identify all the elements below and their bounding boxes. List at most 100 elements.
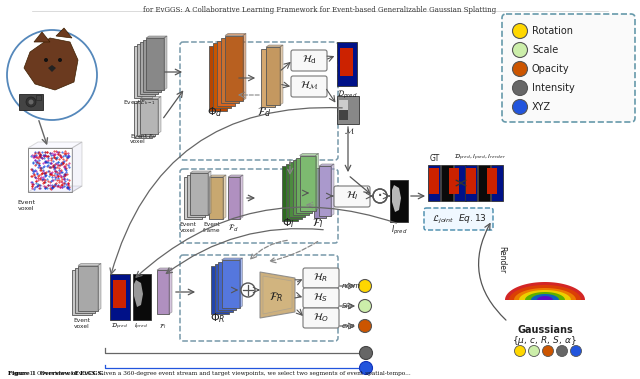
FancyBboxPatch shape <box>291 76 327 97</box>
Polygon shape <box>282 166 298 221</box>
Polygon shape <box>209 177 223 219</box>
Polygon shape <box>221 258 243 260</box>
Polygon shape <box>137 44 155 96</box>
Polygon shape <box>146 38 164 90</box>
Text: voxel: voxel <box>130 139 146 144</box>
Polygon shape <box>260 272 295 318</box>
Text: $\mathcal{H}_R$: $\mathcal{H}_R$ <box>314 272 328 284</box>
Polygon shape <box>300 155 316 210</box>
Text: Scale: Scale <box>532 45 558 55</box>
Circle shape <box>513 23 527 39</box>
Polygon shape <box>140 99 158 133</box>
Text: $\mathcal{H}_\mathcal{M}$: $\mathcal{H}_\mathcal{M}$ <box>300 80 319 92</box>
Circle shape <box>29 100 33 105</box>
Polygon shape <box>337 42 357 86</box>
Circle shape <box>358 279 371 293</box>
Polygon shape <box>340 48 353 76</box>
Text: Render: Render <box>497 246 506 274</box>
Circle shape <box>513 80 527 96</box>
Polygon shape <box>164 36 167 90</box>
Circle shape <box>26 97 36 107</box>
Text: $\Phi_I$: $\Phi_I$ <box>282 216 294 230</box>
Text: $\mathcal{M}$: $\mathcal{M}$ <box>344 126 355 136</box>
Polygon shape <box>169 268 172 314</box>
Text: $\mathcal{D}_{pred},I_{pred},I_{render}$: $\mathcal{D}_{pred},I_{pred},I_{render}$ <box>454 153 506 163</box>
Polygon shape <box>223 175 226 219</box>
Text: $\mathcal{L}_{joint}\ \ Eq.13$: $\mathcal{L}_{joint}\ \ Eq.13$ <box>431 213 486 226</box>
Polygon shape <box>133 274 151 320</box>
Text: $\mathcal{F}_R$: $\mathcal{F}_R$ <box>269 290 283 304</box>
Polygon shape <box>454 165 466 201</box>
Polygon shape <box>263 276 292 314</box>
Polygon shape <box>98 263 101 310</box>
Polygon shape <box>78 266 98 310</box>
Polygon shape <box>75 268 95 313</box>
Polygon shape <box>221 38 239 103</box>
Polygon shape <box>390 180 408 222</box>
Text: $\mathcal{H}_O$: $\mathcal{H}_O$ <box>313 312 329 324</box>
Polygon shape <box>157 270 169 314</box>
FancyBboxPatch shape <box>303 308 339 328</box>
Polygon shape <box>300 153 319 155</box>
Polygon shape <box>72 269 92 315</box>
Polygon shape <box>143 40 161 92</box>
FancyBboxPatch shape <box>19 94 43 110</box>
Polygon shape <box>146 36 167 38</box>
Polygon shape <box>209 175 226 177</box>
Text: GT: GT <box>430 154 440 163</box>
Polygon shape <box>48 65 56 72</box>
Polygon shape <box>228 177 240 219</box>
Polygon shape <box>134 46 152 98</box>
Text: $\mathcal{F}_I$: $\mathcal{F}_I$ <box>312 216 324 230</box>
Text: Event$\,E_{k-1}$: Event$\,E_{k-1}$ <box>124 98 157 107</box>
Text: Figure 1  Overview of EvCGS.: Figure 1 Overview of EvCGS. <box>8 371 104 376</box>
Text: ·: · <box>377 187 383 206</box>
Polygon shape <box>209 45 227 111</box>
Polygon shape <box>134 102 152 138</box>
Polygon shape <box>449 168 459 194</box>
FancyBboxPatch shape <box>502 14 635 122</box>
Polygon shape <box>505 282 585 300</box>
Polygon shape <box>429 168 439 194</box>
Circle shape <box>360 362 372 374</box>
FancyBboxPatch shape <box>334 186 370 207</box>
Polygon shape <box>537 296 553 300</box>
Polygon shape <box>239 258 243 308</box>
FancyBboxPatch shape <box>36 95 41 100</box>
Text: $\mathcal{F}_d$: $\mathcal{F}_d$ <box>257 105 271 119</box>
Text: $\mathcal{D}_{pred}$: $\mathcal{D}_{pred}$ <box>111 322 129 332</box>
Polygon shape <box>441 165 453 201</box>
Text: norm: norm <box>342 283 361 289</box>
Text: $\{\mu,\, c,\, R,\, S,\, \alpha\}$: $\{\mu,\, c,\, R,\, S,\, \alpha\}$ <box>513 334 577 347</box>
Polygon shape <box>280 45 283 105</box>
Polygon shape <box>225 33 246 36</box>
Circle shape <box>570 346 582 357</box>
Polygon shape <box>187 175 205 217</box>
Polygon shape <box>134 280 143 307</box>
Polygon shape <box>213 43 231 108</box>
FancyBboxPatch shape <box>424 208 493 230</box>
Text: for EvGGS: A Collaborative Learning Framework for Event-based Generalizable Gaus: for EvGGS: A Collaborative Learning Fram… <box>143 6 497 14</box>
Polygon shape <box>157 268 172 270</box>
Text: $\mathcal{D}_{pred}$: $\mathcal{D}_{pred}$ <box>337 89 357 101</box>
Polygon shape <box>292 160 308 215</box>
Circle shape <box>557 346 568 357</box>
Polygon shape <box>214 264 232 312</box>
Polygon shape <box>525 292 565 300</box>
Circle shape <box>358 299 371 313</box>
Circle shape <box>360 346 372 360</box>
Polygon shape <box>339 110 348 120</box>
Polygon shape <box>289 161 305 216</box>
Polygon shape <box>113 280 126 308</box>
Polygon shape <box>137 100 155 136</box>
Polygon shape <box>211 266 229 314</box>
Polygon shape <box>296 158 312 213</box>
Polygon shape <box>314 168 326 218</box>
Text: $\mathcal{F}_d$: $\mathcal{F}_d$ <box>228 222 238 233</box>
Text: exp: exp <box>342 323 355 329</box>
Text: Figure 1  Overview of EvCGS. Given a 360-degree event stream and target viewpoin: Figure 1 Overview of EvCGS. Given a 360-… <box>8 371 411 376</box>
Polygon shape <box>221 260 239 308</box>
Text: $\mathcal{H}_S$: $\mathcal{H}_S$ <box>314 291 328 304</box>
Text: Intensity: Intensity <box>532 83 575 93</box>
Polygon shape <box>24 38 78 90</box>
